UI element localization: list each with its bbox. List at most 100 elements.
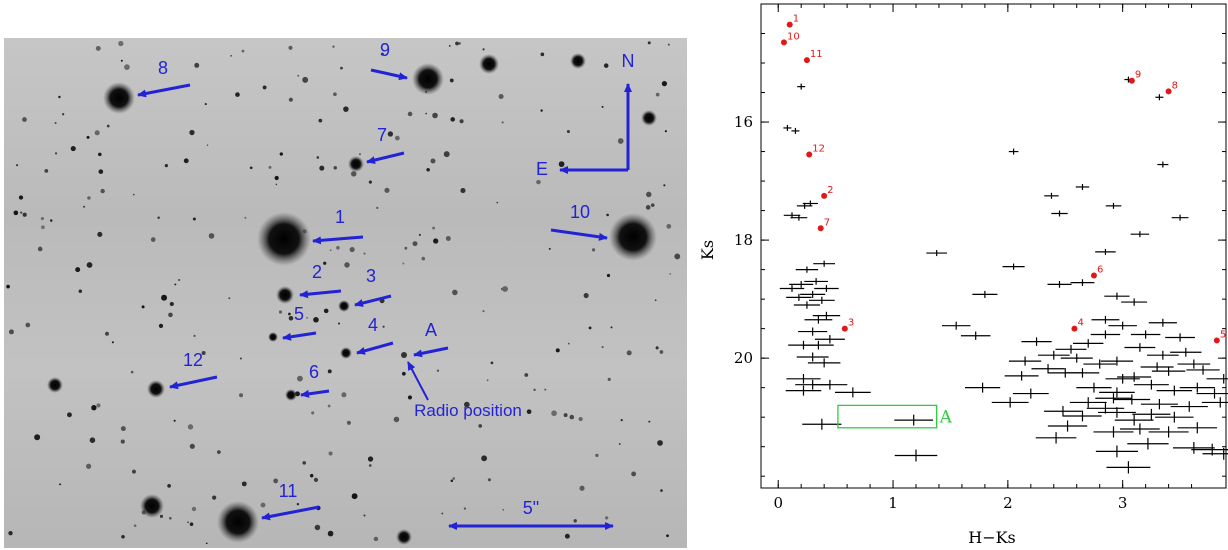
faint-star xyxy=(260,502,266,508)
data-point xyxy=(1105,202,1122,209)
star-5 xyxy=(268,332,278,342)
faint-star xyxy=(450,117,456,122)
labeled-point-label-3: 3 xyxy=(848,318,854,329)
faint-star xyxy=(336,245,340,250)
star-field-d xyxy=(641,110,657,126)
faint-star xyxy=(443,151,450,158)
faint-star xyxy=(490,361,494,365)
faint-star xyxy=(607,377,611,381)
data-point xyxy=(1202,447,1228,460)
faint-star xyxy=(6,284,10,289)
faint-star xyxy=(268,165,272,169)
radio-position-label: Radio position xyxy=(414,401,522,420)
faint-star xyxy=(318,118,323,123)
faint-star xyxy=(239,393,244,398)
faint-star xyxy=(402,262,405,265)
faint-star xyxy=(40,217,44,221)
faint-star xyxy=(430,158,436,164)
data-point xyxy=(796,352,829,362)
faint-star xyxy=(376,206,379,209)
faint-star xyxy=(327,369,332,374)
faint-star xyxy=(482,310,485,313)
faint-star xyxy=(667,43,670,46)
faint-star xyxy=(157,216,160,220)
y-tick-label-2: 20 xyxy=(734,349,753,367)
star-label-10: 10 xyxy=(570,202,590,222)
faint-star xyxy=(189,129,195,136)
faint-star xyxy=(548,247,551,250)
data-point xyxy=(1114,414,1154,426)
data-point xyxy=(894,414,934,426)
faint-star xyxy=(601,345,604,349)
labeled-point-2 xyxy=(821,192,828,199)
faint-star xyxy=(241,49,245,53)
data-point xyxy=(1075,183,1090,190)
faint-star xyxy=(407,395,413,400)
compass: N E xyxy=(536,51,635,179)
faint-star xyxy=(351,493,358,500)
faint-star xyxy=(131,469,136,474)
data-point xyxy=(1157,161,1169,168)
faint-star xyxy=(192,217,196,221)
faint-star xyxy=(588,326,592,330)
faint-star xyxy=(393,416,400,423)
data-point xyxy=(1012,388,1049,399)
data-point xyxy=(1171,214,1189,221)
faint-star xyxy=(230,54,233,57)
faint-star xyxy=(544,388,547,391)
faint-star xyxy=(481,455,488,462)
data-point xyxy=(1083,359,1117,369)
data-point xyxy=(960,331,991,340)
faint-star xyxy=(394,135,400,141)
data-point xyxy=(802,418,842,430)
faint-star xyxy=(646,191,652,198)
faint-star xyxy=(445,236,451,241)
faint-star xyxy=(655,346,659,350)
data-point xyxy=(1044,192,1059,199)
labeled-point-4 xyxy=(1071,325,1078,332)
faint-star xyxy=(167,483,171,488)
faint-star xyxy=(44,169,49,173)
faint-star xyxy=(273,478,279,484)
faint-star xyxy=(49,219,53,222)
data-point xyxy=(1065,368,1100,378)
faint-star xyxy=(191,506,197,512)
data-point xyxy=(1091,315,1120,324)
labeled-point-label-7: 7 xyxy=(824,217,830,228)
data-point xyxy=(790,214,808,221)
faint-star xyxy=(241,481,247,487)
x-axis-label: H−Ks xyxy=(968,528,1016,547)
faint-star xyxy=(455,41,459,46)
data-point xyxy=(1155,94,1164,101)
data-point xyxy=(804,315,833,324)
data-point xyxy=(1196,388,1228,399)
star-label-1: 1 xyxy=(335,207,345,227)
faint-star xyxy=(54,122,57,125)
data-point xyxy=(1165,333,1195,342)
data-point xyxy=(1095,445,1138,458)
faint-star xyxy=(323,308,329,314)
star-field-a xyxy=(140,494,164,518)
faint-star xyxy=(8,531,13,536)
labeled-point-label-5: 5 xyxy=(1220,329,1226,340)
faint-star xyxy=(387,131,394,137)
data-point xyxy=(1105,373,1140,384)
arrow-3 xyxy=(354,294,392,307)
data-point xyxy=(795,266,819,273)
faint-star xyxy=(426,167,430,172)
faint-star xyxy=(189,522,194,526)
labeled-point-label-9: 9 xyxy=(1135,70,1141,81)
labeled-point-8 xyxy=(1165,88,1172,95)
faint-star xyxy=(648,420,651,423)
region-A: A xyxy=(837,404,953,429)
faint-star xyxy=(25,322,31,328)
faint-star xyxy=(302,461,307,465)
labeled-point-6 xyxy=(1090,272,1097,279)
data-point xyxy=(1004,371,1039,381)
data-point xyxy=(1170,401,1208,412)
faint-star xyxy=(344,262,350,268)
data-point xyxy=(1201,397,1228,408)
data-point xyxy=(1155,411,1194,423)
faint-star xyxy=(54,152,58,155)
data-point xyxy=(1130,330,1161,339)
